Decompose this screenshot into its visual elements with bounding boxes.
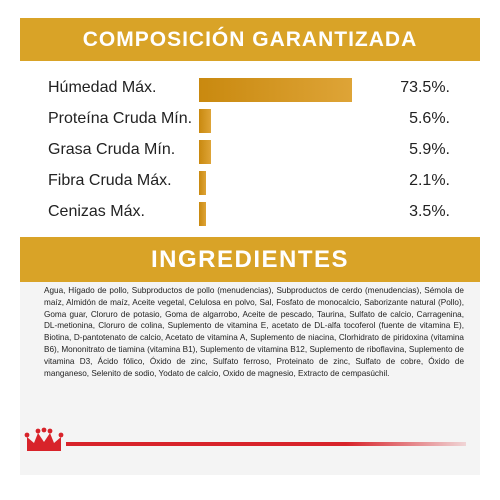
ingredients-list: Agua, Hígado de pollo, Subproductos de p… (44, 286, 464, 378)
nutrient-value: 5.6%. (409, 110, 450, 127)
composition-title: COMPOSICIÓN GARANTIZADA (82, 27, 418, 51)
composition-header: COMPOSICIÓN GARANTIZADA (20, 18, 480, 61)
nutrient-label: Húmedad Máx. (48, 79, 157, 96)
crown-icon (24, 427, 64, 451)
nutrient-value: 2.1%. (409, 172, 450, 189)
nutrient-bar (199, 78, 352, 102)
nutrient-row-fibra: Fibra Cruda Máx. 2.1%. (20, 168, 480, 198)
nutrient-bar (199, 171, 206, 195)
nutrient-row-grasa: Grasa Cruda Mín. 5.9%. (20, 137, 480, 167)
nutrient-row-humedad: Húmedad Máx. 73.5%. (20, 75, 480, 105)
nutrient-list: Húmedad Máx. 73.5%. Proteína Cruda Mín. … (20, 72, 480, 232)
nutrient-row-cenizas: Cenizas Máx. 3.5%. (20, 199, 480, 229)
nutrient-row-proteina: Proteína Cruda Mín. 5.6%. (20, 106, 480, 136)
nutrient-value: 73.5%. (400, 79, 450, 96)
footer-divider (66, 442, 466, 446)
nutrient-label: Proteína Cruda Mín. (48, 110, 193, 127)
nutrient-label: Grasa Cruda Mín. (48, 141, 176, 158)
nutrient-bar (199, 109, 211, 133)
nutrient-bar (199, 202, 206, 226)
nutrient-value: 3.5%. (409, 203, 450, 220)
ingredients-header: INGREDIENTES (20, 237, 480, 282)
ingredients-title: INGREDIENTES (150, 245, 350, 273)
nutrient-value: 5.9%. (409, 141, 450, 158)
nutrient-label: Fibra Cruda Máx. (48, 172, 172, 189)
nutrient-label: Cenizas Máx. (48, 203, 145, 220)
ingredients-panel: Agua, Hígado de pollo, Subproductos de p… (20, 282, 480, 475)
nutrient-bar (199, 140, 211, 164)
